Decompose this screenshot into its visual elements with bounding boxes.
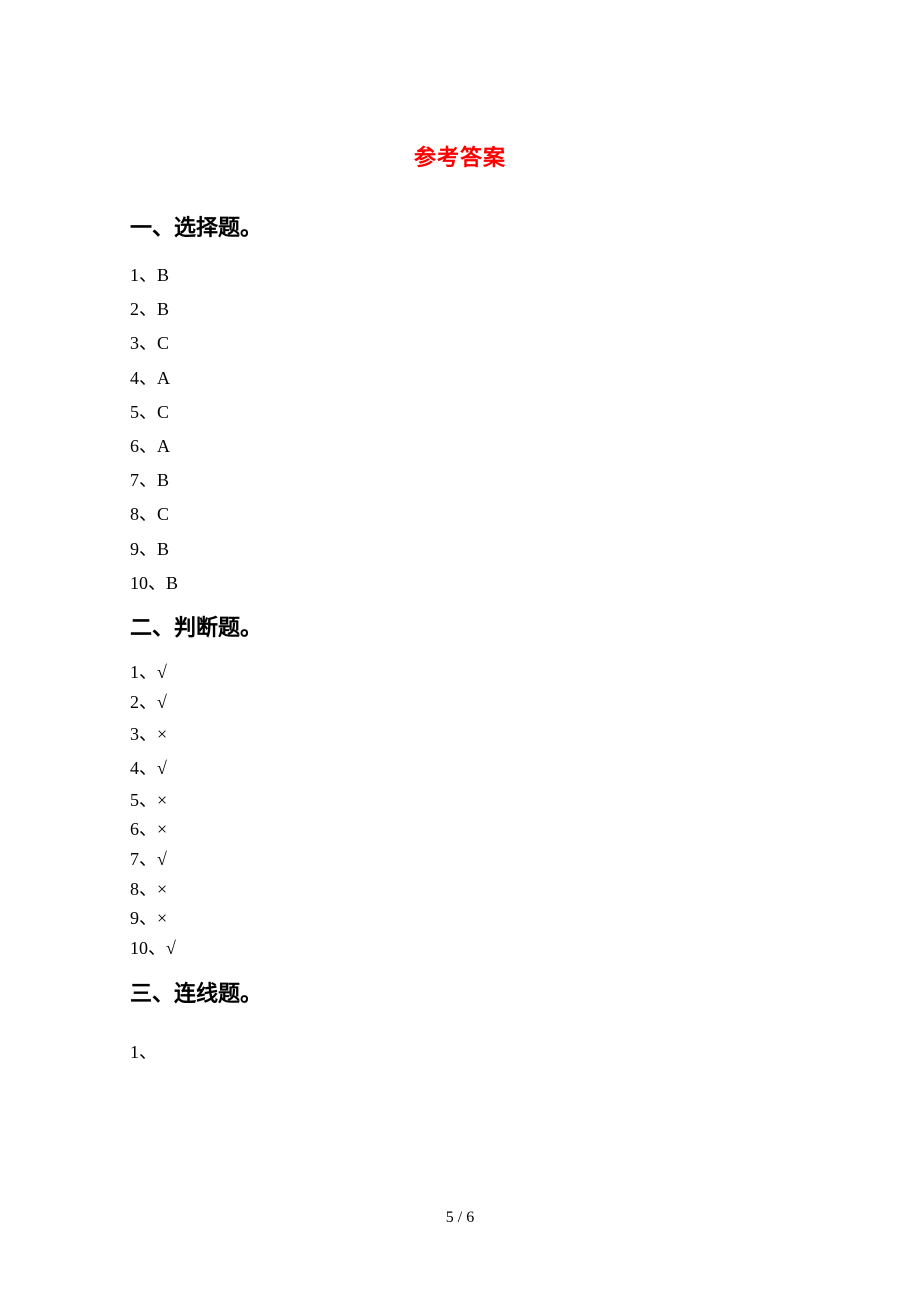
answer-item: 5、C — [130, 395, 790, 429]
answer-item: 8、× — [130, 875, 790, 905]
answer-item: 4、A — [130, 361, 790, 395]
answer-item: 2、√ — [130, 688, 790, 718]
answer-item: 1、B — [130, 258, 790, 292]
answer-item: 10、B — [130, 566, 790, 600]
page-container: 参考答案 一、选择题。 1、B 2、B 3、C 4、A 5、C 6、A 7、B … — [0, 0, 920, 1064]
document-title: 参考答案 — [130, 140, 790, 172]
answer-item: 1、√ — [130, 658, 790, 688]
section-1-heading: 一、选择题。 — [130, 210, 790, 242]
section-1-choice: 一、选择题。 1、B 2、B 3、C 4、A 5、C 6、A 7、B 8、C 9… — [130, 210, 790, 600]
answer-item: 4、√ — [130, 751, 790, 785]
answer-item: 6、A — [130, 429, 790, 463]
section-2-heading: 二、判断题。 — [130, 610, 790, 642]
answer-item: 3、× — [130, 717, 790, 751]
section-3-matching: 三、连线题。 1、 — [130, 976, 790, 1064]
answer-item: 9、× — [130, 904, 790, 934]
section-2-judgment: 二、判断题。 1、√ 2、√ 3、× 4、√ 5、× 6、× 7、√ 8、× 9… — [130, 610, 790, 964]
section-3-heading: 三、连线题。 — [130, 976, 790, 1008]
answer-item: 9、B — [130, 532, 790, 566]
answer-item: 7、√ — [130, 845, 790, 875]
answer-item: 3、C — [130, 326, 790, 360]
answer-item: 2、B — [130, 292, 790, 326]
answer-item: 7、B — [130, 463, 790, 497]
answer-item: 6、× — [130, 815, 790, 845]
page-number: 5 / 6 — [0, 1209, 920, 1227]
answer-item: 5、× — [130, 786, 790, 816]
section-3-item: 1、 — [130, 1038, 790, 1064]
answer-item: 8、C — [130, 497, 790, 531]
answer-item: 10、√ — [130, 934, 790, 964]
